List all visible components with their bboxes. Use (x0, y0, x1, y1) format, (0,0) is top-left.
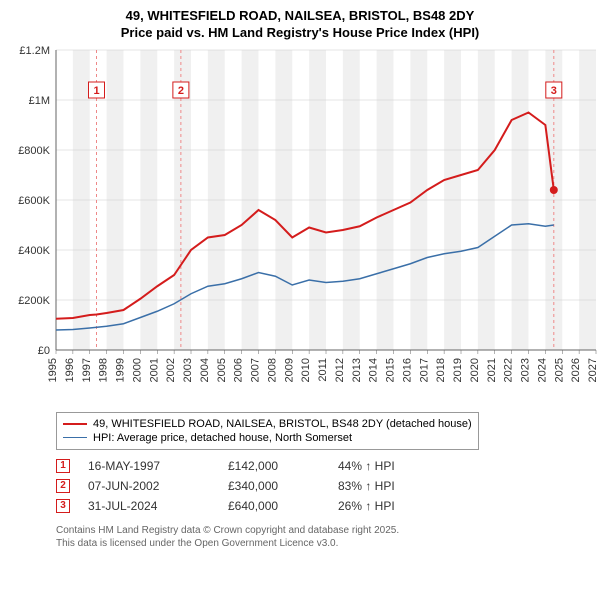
footnote: Contains HM Land Registry data © Crown c… (56, 524, 594, 550)
sale-delta: 44% ↑ HPI (338, 459, 448, 473)
svg-text:1: 1 (93, 85, 99, 97)
sale-price: £142,000 (228, 459, 338, 473)
legend-label: HPI: Average price, detached house, Nort… (93, 432, 352, 444)
svg-text:£1.2M: £1.2M (19, 46, 50, 57)
svg-text:2009: 2009 (283, 358, 295, 382)
sale-marker-icon: 3 (56, 499, 70, 513)
svg-text:2001: 2001 (148, 358, 160, 382)
sale-delta: 26% ↑ HPI (338, 499, 448, 513)
title-address: 49, WHITESFIELD ROAD, NAILSEA, BRISTOL, … (6, 8, 594, 25)
sale-row: 1 16-MAY-1997£142,00044% ↑ HPI (56, 456, 594, 476)
sale-price: £340,000 (228, 479, 338, 493)
sale-date: 31-JUL-2024 (88, 499, 228, 513)
svg-text:2020: 2020 (469, 358, 481, 382)
svg-text:£800K: £800K (18, 145, 50, 157)
svg-text:2017: 2017 (418, 358, 430, 382)
svg-text:2000: 2000 (131, 358, 143, 382)
sale-marker-icon: 2 (56, 479, 70, 493)
svg-text:2023: 2023 (520, 358, 532, 382)
svg-text:1999: 1999 (115, 358, 127, 382)
sales-table: 1 16-MAY-1997£142,00044% ↑ HPI 2 07-JUN-200… (56, 456, 594, 516)
legend-swatch (63, 437, 87, 438)
svg-text:2026: 2026 (570, 358, 582, 382)
chart-svg: £0 £200K £400K £600K £800K £1M £1.2M 1995 1996 19… (6, 46, 600, 406)
svg-text:£400K: £400K (18, 245, 50, 257)
svg-text:1997: 1997 (81, 358, 93, 382)
sale-row: 2 07-JUN-2002£340,00083% ↑ HPI (56, 476, 594, 496)
svg-text:£600K: £600K (18, 195, 50, 207)
sale-row: 3 31-JUL-2024£640,00026% ↑ HPI (56, 496, 594, 516)
svg-text:2002: 2002 (165, 358, 177, 382)
svg-text:£1M: £1M (29, 95, 50, 107)
svg-text:3: 3 (551, 85, 557, 97)
svg-text:2004: 2004 (199, 358, 211, 382)
svg-text:2016: 2016 (401, 358, 413, 382)
legend-label: 49, WHITESFIELD ROAD, NAILSEA, BRISTOL, … (93, 418, 472, 430)
svg-text:2014: 2014 (368, 358, 380, 382)
svg-text:1995: 1995 (47, 358, 59, 382)
legend-row: 49, WHITESFIELD ROAD, NAILSEA, BRISTOL, … (63, 417, 472, 431)
svg-text:2007: 2007 (250, 358, 262, 382)
sale-delta: 83% ↑ HPI (338, 479, 448, 493)
chart-legend: 49, WHITESFIELD ROAD, NAILSEA, BRISTOL, … (56, 412, 479, 450)
svg-text:1998: 1998 (98, 358, 110, 382)
footnote-line-2: This data is licensed under the Open Gov… (56, 537, 594, 550)
svg-text:2006: 2006 (233, 358, 245, 382)
svg-text:2015: 2015 (385, 358, 397, 382)
svg-text:2008: 2008 (266, 358, 278, 382)
chart-area: £0 £200K £400K £600K £800K £1M £1.2M 1995 1996 19… (6, 46, 594, 406)
svg-text:2012: 2012 (334, 358, 346, 382)
svg-text:2010: 2010 (300, 358, 312, 382)
svg-text:2013: 2013 (351, 358, 363, 382)
svg-text:2019: 2019 (452, 358, 464, 382)
svg-text:2018: 2018 (435, 358, 447, 382)
svg-text:£0: £0 (38, 345, 50, 357)
svg-text:2: 2 (178, 85, 184, 97)
legend-swatch (63, 423, 87, 425)
svg-text:2022: 2022 (503, 358, 515, 382)
sale-date: 16-MAY-1997 (88, 459, 228, 473)
svg-text:£200K: £200K (18, 295, 50, 307)
svg-text:2021: 2021 (486, 358, 498, 382)
svg-text:2027: 2027 (587, 358, 599, 382)
svg-text:1996: 1996 (64, 358, 76, 382)
svg-text:2011: 2011 (317, 358, 329, 382)
sale-date: 07-JUN-2002 (88, 479, 228, 493)
svg-text:2005: 2005 (216, 358, 228, 382)
svg-text:2025: 2025 (553, 358, 565, 382)
title-subtitle: Price paid vs. HM Land Registry's House … (6, 25, 594, 42)
footnote-line-1: Contains HM Land Registry data © Crown c… (56, 524, 594, 537)
svg-text:2003: 2003 (182, 358, 194, 382)
chart-title: 49, WHITESFIELD ROAD, NAILSEA, BRISTOL, … (6, 8, 594, 42)
sale-marker-icon: 1 (56, 459, 70, 473)
chart-container: 49, WHITESFIELD ROAD, NAILSEA, BRISTOL, … (0, 0, 600, 590)
sale-price: £640,000 (228, 499, 338, 513)
legend-row: HPI: Average price, detached house, Nort… (63, 431, 472, 445)
svg-text:2024: 2024 (536, 358, 548, 382)
